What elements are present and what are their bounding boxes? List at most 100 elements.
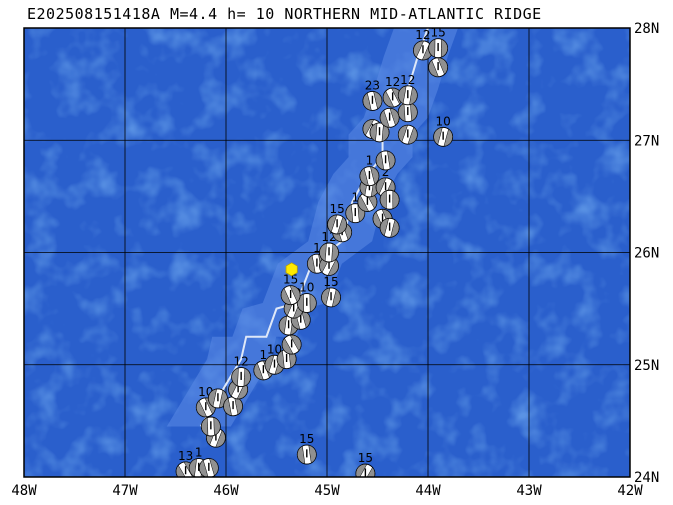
beachball-lobe [369, 122, 378, 142]
beachball-lobe [196, 400, 207, 418]
beachball-lobe [407, 126, 418, 145]
beachball-lobe [321, 287, 331, 306]
longitude-tick-label: 47W [112, 483, 138, 499]
depth-label: 1 [313, 241, 321, 255]
beachball-lobe [308, 444, 317, 464]
focal-mechanism-icon[interactable] [375, 150, 396, 171]
longitude-tick-label: 44W [415, 483, 441, 499]
beachball-lobe [231, 367, 239, 387]
focal-mechanism-icon[interactable]: 23 [362, 78, 383, 111]
focal-mechanism-icon[interactable] [200, 416, 221, 437]
beachball-lobe [362, 119, 375, 136]
latitude-tick-label: 26N [634, 246, 659, 262]
focal-mechanism-icon[interactable]: 15 [280, 273, 301, 306]
beachball-lobe [359, 167, 369, 186]
beachball-lobe [398, 124, 408, 143]
depth-label: 15 [323, 275, 338, 289]
beachball-lobe [213, 417, 221, 436]
hexagon-epicenter-icon[interactable] [285, 262, 298, 277]
beachball-lobe [289, 285, 301, 303]
focal-mechanism-icon[interactable]: 10 [433, 114, 454, 147]
depth-label: 1 [260, 348, 268, 362]
beachball-lobe [175, 464, 186, 477]
depth-label: 2 [382, 165, 390, 179]
beachball-lobe [278, 315, 287, 335]
beachball-lobe [392, 190, 400, 210]
latitude-tick-label: 25N [634, 358, 659, 374]
beachball-lobe [309, 293, 317, 313]
beachball-lobe [379, 190, 387, 210]
longitude-tick-label: 48W [11, 483, 37, 499]
beachball-lobe [319, 243, 327, 262]
beachball-lobe [297, 445, 306, 465]
beachball-lobe [215, 430, 226, 448]
focal-mechanism-icon[interactable] [379, 189, 400, 210]
beachball-lobe [398, 85, 407, 104]
focal-mechanism-icon[interactable]: 15 [355, 451, 376, 483]
focal-mechanism-icon[interactable]: 15 [321, 275, 341, 308]
focal-mechanism-icon[interactable] [379, 107, 400, 128]
focal-mechanism-icon[interactable]: 1 [359, 154, 380, 187]
depth-label: 1 [195, 446, 203, 460]
beachball-lobe [208, 388, 217, 407]
depth-label: 15 [329, 202, 344, 216]
beachball-lobe [413, 40, 424, 58]
beachball-lobe [276, 350, 285, 369]
depth-label: 15 [430, 26, 445, 40]
focal-mechanism-icon[interactable] [379, 217, 400, 238]
focal-mechanism-icon[interactable] [357, 192, 378, 212]
depth-label: 23 [365, 78, 380, 92]
focal-mechanism-icon[interactable] [223, 396, 244, 417]
beachball-lobe [366, 466, 376, 477]
beachball-lobe [390, 219, 400, 238]
longitude-tick-label: 46W [213, 483, 239, 499]
beachball-lobe [443, 128, 453, 147]
latitude-tick-label: 24N [634, 470, 659, 486]
beachball-lobe [389, 108, 400, 126]
beachball-lobe [243, 367, 251, 387]
depth-label: 10 [299, 281, 314, 295]
beachball-lobe [234, 396, 243, 415]
focal-mechanism-icon[interactable] [369, 122, 390, 143]
focal-mechanism-icon[interactable]: 12 [231, 355, 252, 388]
focal-mechanism-icon[interactable]: 15 [327, 202, 348, 235]
focal-mechanism-icon[interactable]: 12 [319, 230, 339, 263]
beachball-lobe [355, 463, 368, 477]
beachball-lobe [410, 102, 418, 122]
depth-label: 12 [385, 75, 400, 89]
focal-mechanism-icon[interactable]: 15 [428, 26, 449, 59]
focal-mechanism-icon[interactable] [397, 124, 418, 145]
depth-label: 10 [436, 114, 451, 128]
beachball-lobe [280, 287, 292, 305]
focal-mechanism-icon[interactable]: 12 [413, 28, 433, 61]
beachball-lobe [357, 195, 370, 212]
beachball-lobe [440, 38, 448, 58]
focal-mechanism-icon[interactable] [281, 334, 302, 355]
beachball-lobe [327, 259, 339, 276]
beachball-lobe [437, 57, 448, 75]
longitude-tick-label: 42W [617, 483, 643, 499]
focal-mechanism-layer: 1311012110101015151121511221212231215101… [175, 26, 454, 483]
focal-mechanism-icon[interactable]: 15 [296, 432, 317, 465]
depth-label: 1 [351, 191, 359, 205]
beachball-lobe [281, 337, 294, 355]
focal-mechanism-icon[interactable]: 10 [296, 281, 317, 313]
beachball-lobe [387, 150, 396, 170]
beachball-lobe [373, 91, 383, 110]
beachball-lobe [223, 397, 232, 416]
focal-mechanism-icon[interactable] [428, 57, 449, 78]
beachball-lobe [370, 166, 380, 185]
depth-label: 13 [178, 449, 193, 463]
beachball-lobe [253, 362, 264, 381]
focal-mechanism-icon[interactable]: 12 [397, 73, 418, 106]
longitude-tick-label: 45W [314, 483, 340, 499]
beachball-lobe [375, 177, 387, 195]
beachball-lobe [428, 59, 439, 78]
focal-mechanism-icon[interactable] [198, 458, 219, 478]
map-frame [23, 27, 631, 478]
latitude-tick-label: 28N [634, 21, 659, 37]
beachball-lobe [433, 127, 443, 146]
depth-label: 1 [366, 154, 374, 168]
beachball-lobe [337, 216, 347, 235]
